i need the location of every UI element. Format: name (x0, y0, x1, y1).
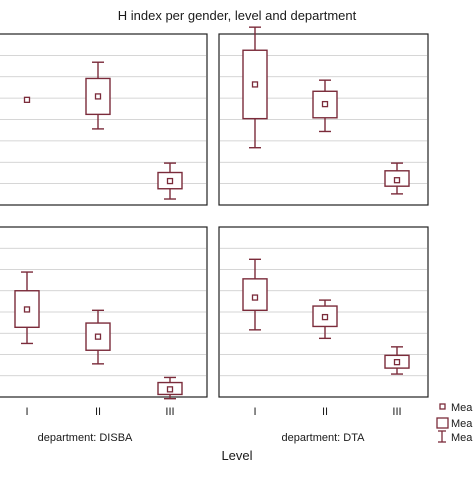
x-tick-label: II (95, 406, 101, 418)
mean-marker (94, 333, 102, 340)
box-i (14, 271, 40, 345)
legend-label: Mea (451, 402, 473, 414)
mean-marker (321, 100, 329, 108)
box-ii (85, 61, 111, 130)
mean-marker (393, 358, 401, 366)
legend: Mea Mea Mea (436, 402, 473, 444)
x-tick-label: II (322, 406, 328, 418)
box-iii (157, 162, 183, 200)
box-iii (384, 162, 410, 195)
x-tick-label: I (253, 406, 256, 418)
x-tick-label: I (25, 406, 28, 418)
chart-title: H index per gender, level and department (118, 8, 357, 23)
box-iii (384, 346, 410, 375)
box-i (242, 258, 268, 331)
department-label: department: DISBA (38, 432, 133, 444)
legend-item-whisker: Mea (438, 430, 473, 444)
mean-marker (251, 81, 259, 88)
legend-item-box: Mea (436, 417, 473, 430)
mean-marker (23, 96, 31, 103)
box-ii (85, 309, 111, 365)
legend-label: Mea (451, 432, 473, 444)
mean-marker (393, 177, 401, 184)
legend-label: Mea (451, 418, 473, 430)
mean-marker (166, 177, 174, 185)
legend-item-mean: Mea (439, 402, 473, 414)
legend-box-marker (436, 417, 449, 429)
panel-2 (218, 26, 429, 206)
box-ii (312, 299, 338, 340)
box-i (242, 26, 268, 149)
box-ii (312, 79, 338, 133)
mean-marker (251, 294, 259, 301)
x-tick-label: III (165, 406, 174, 418)
x-axis-title: Level (221, 448, 252, 463)
x-tick-label: III (392, 406, 401, 418)
box-iii (157, 376, 183, 400)
legend-mean-marker (439, 403, 446, 410)
panel-1 (0, 33, 208, 206)
box-i (23, 96, 31, 103)
mean-marker (94, 93, 102, 100)
mean-marker (23, 306, 31, 313)
box (14, 290, 40, 328)
department-label: department: DTA (282, 432, 366, 444)
mean-marker (166, 386, 174, 393)
mean-marker (321, 313, 329, 321)
